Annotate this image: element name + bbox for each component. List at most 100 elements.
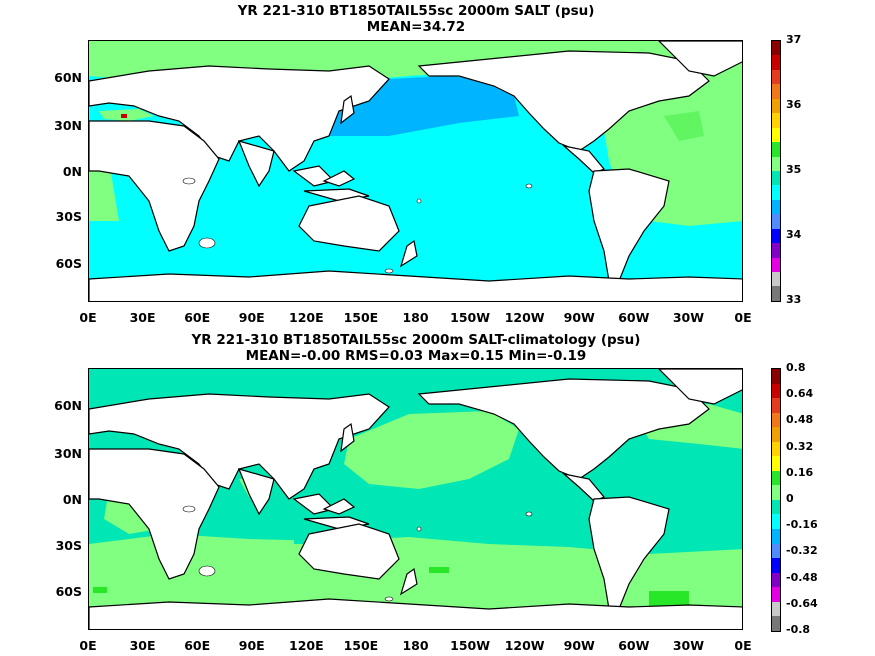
panel1-lat-label-30s: 30S — [55, 209, 82, 224]
panel2-colorbar-tick-label: -0.32 — [786, 544, 818, 558]
panel2-lat-label-0n: 0N — [62, 492, 82, 507]
panel2-colorbar-segment — [772, 558, 780, 573]
panel2-colorbar-segment — [772, 470, 780, 486]
panel1-atlantic-salty — [664, 111, 704, 141]
panel2-subtitle: MEAN=-0.00 RMS=0.03 Max=0.15 Min=-0.19 — [245, 348, 587, 364]
panel2-lon-label: 30E — [129, 638, 156, 653]
panel2-islands — [182, 505, 533, 602]
panel1-map — [88, 40, 743, 302]
panel2-colorbar-segment — [772, 514, 780, 530]
panel1-lon-label: 30E — [129, 310, 156, 325]
panel2-lon-label: 150W — [450, 638, 491, 653]
panel2-title: YR 221-310 BT1850TAIL55sc 2000m SALT-cli… — [191, 332, 641, 348]
panel2-lon-label: 60E — [184, 638, 211, 653]
panel2-colorbar-segment — [772, 543, 780, 559]
panel2-hotspot-2 — [429, 567, 449, 573]
panel2-north-pacific-fill — [344, 411, 519, 489]
panel1-med-salty — [121, 114, 127, 118]
panel2-hotspot-3 — [93, 587, 107, 593]
panel2-lat-label-30n: 30N — [54, 446, 82, 461]
panel1-lon-label: 150W — [450, 310, 491, 325]
panel1-colorbar-segment — [772, 41, 780, 56]
panel1-lon-label: 60E — [184, 310, 211, 325]
panel2-colorbar-tick-label: 0 — [786, 492, 794, 505]
panel1-map-svg — [89, 41, 742, 301]
panel2-colorbar-segment — [772, 616, 780, 631]
panel1-colorbar-segment — [772, 185, 780, 200]
panel1-lon-label: 120E — [289, 310, 324, 325]
panel1-lon-label: 30W — [672, 310, 704, 325]
panel1-lat-label-30n: 30N — [54, 118, 82, 133]
panel1-colorbar-segment — [772, 243, 780, 258]
panel2-colorbar — [771, 368, 781, 632]
panel1-lat-label-60s: 60S — [55, 256, 82, 271]
panel2-colorbar-tick-label: -0.64 — [786, 596, 818, 610]
panel2-colorbar-segment — [772, 529, 780, 544]
panel1-colorbar-segment — [772, 286, 780, 301]
panel2-colorbar-segment — [772, 456, 780, 471]
panel2-hotspot-1 — [649, 591, 689, 606]
panel2-colorbar-segment — [772, 587, 780, 602]
panel1-colorbar-segment — [772, 113, 780, 128]
panel2-colorbar-segment — [772, 398, 780, 413]
panel2-colorbar-segment — [772, 572, 780, 588]
panel2-lon-label: 120W — [504, 638, 545, 653]
panel2-colorbar-tick-label: 0.64 — [786, 387, 814, 401]
panel2-colorbar-segment — [772, 427, 780, 442]
panel1-colorbar-tick-label: 37 — [786, 33, 802, 46]
panel2-colorbar-tick-label: -0.16 — [786, 518, 818, 532]
panel2-lon-label: 180 — [402, 638, 429, 653]
panel1-colorbar — [771, 40, 781, 302]
panel2-lon-label: 90W — [563, 638, 595, 653]
panel2-colorbar-segment — [772, 601, 780, 617]
panel2-lon-label: 150E — [343, 638, 379, 653]
panel1-colorbar-segment — [772, 69, 780, 85]
panel2-lat-label-30s: 30S — [55, 538, 82, 553]
panel1-lon-label: 0E — [734, 310, 752, 325]
panel1-colorbar-segment — [772, 156, 780, 171]
panel2-lon-label: 90E — [238, 638, 265, 653]
panel2-lat-label-60s: 60S — [55, 584, 82, 599]
panel2-lon-label: 120E — [289, 638, 324, 653]
panel2-lat-label-60n: 60N — [54, 398, 82, 413]
panel1-islands — [182, 177, 533, 274]
panel2-land — [89, 369, 742, 629]
panel1-lon-label: 90W — [563, 310, 595, 325]
panel2-colorbar-tick-label: 0.32 — [786, 439, 814, 453]
panel1-land — [89, 41, 742, 301]
panel1-colorbar-segment — [772, 228, 780, 244]
panel2-colorbar-tick-label: -0.8 — [786, 623, 811, 636]
panel2-colorbar-segment — [772, 383, 780, 399]
panel1-lon-label: 150E — [343, 310, 379, 325]
panel1-lat-label-60n: 60N — [54, 70, 82, 85]
panel2-colorbar-segment — [772, 369, 780, 384]
panel2-colorbar-tick-label: 0.16 — [786, 465, 814, 479]
panel1-colorbar-tick-label: 35 — [786, 163, 802, 176]
panel2-lon-label: 60W — [618, 638, 650, 653]
panel1-lon-label: 0E — [79, 310, 97, 325]
panel2-colorbar-tick-label: -0.48 — [786, 570, 818, 584]
panel2-colorbar-segment — [772, 441, 780, 457]
panel1-subtitle: MEAN=34.72 — [366, 19, 466, 35]
panel1-colorbar-segment — [772, 199, 780, 215]
panel1-title: YR 221-310 BT1850TAIL55sc 2000m SALT (ps… — [237, 3, 595, 19]
panel1-colorbar-segment — [772, 55, 780, 70]
panel1-colorbar-segment — [772, 170, 780, 186]
panel1-colorbar-tick-label: 34 — [786, 228, 802, 241]
panel1-colorbar-segment — [772, 98, 780, 114]
panel1-lat-label-0n: 0N — [62, 164, 82, 179]
panel1-lon-label: 180 — [402, 310, 429, 325]
panel1-colorbar-segment — [772, 142, 780, 157]
panel2-colorbar-segment — [772, 485, 780, 500]
panel1-colorbar-tick-label: 33 — [786, 293, 802, 306]
panel2-colorbar-tick-label: 0.48 — [786, 413, 814, 427]
panel2-lon-label: 0E — [734, 638, 752, 653]
panel1-colorbar-segment — [772, 257, 780, 272]
panel2-colorbar-segment — [772, 412, 780, 428]
panel1-colorbar-segment — [772, 272, 780, 287]
panel2-colorbar-segment — [772, 499, 780, 515]
panel1-colorbar-tick-label: 36 — [786, 98, 802, 111]
panel1-lon-label: 90E — [238, 310, 265, 325]
panel1-lon-label: 120W — [504, 310, 545, 325]
panel1-colorbar-segment — [772, 84, 780, 99]
